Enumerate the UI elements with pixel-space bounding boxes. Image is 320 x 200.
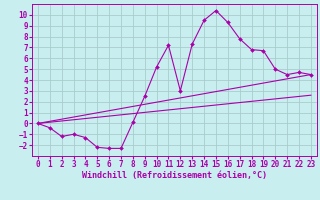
X-axis label: Windchill (Refroidissement éolien,°C): Windchill (Refroidissement éolien,°C) <box>82 171 267 180</box>
